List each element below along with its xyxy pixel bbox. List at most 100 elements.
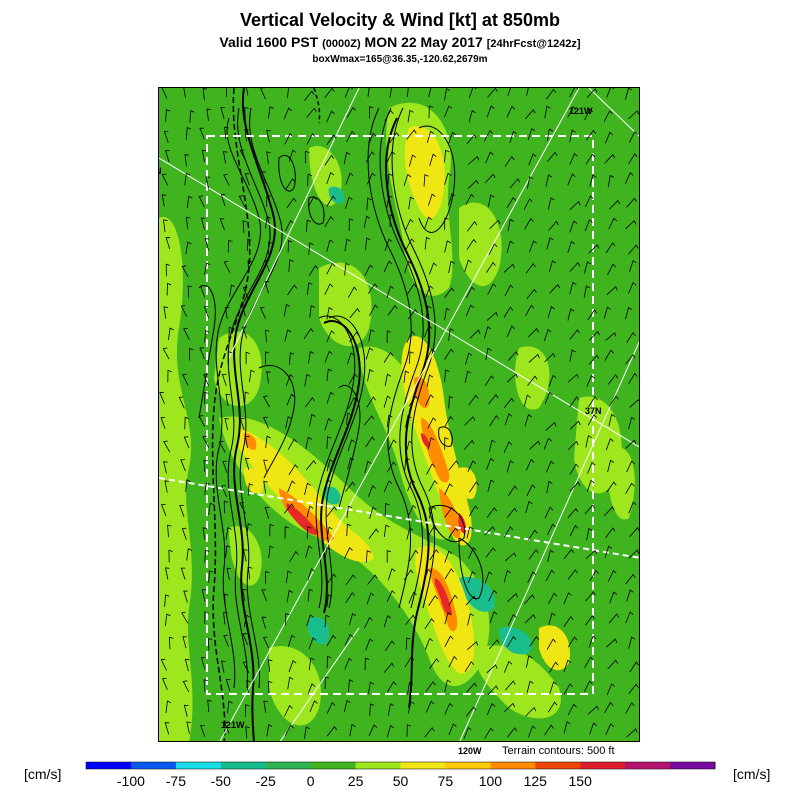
wind-barb (326, 330, 335, 343)
wind-barb (168, 636, 174, 650)
wind-barb (407, 479, 416, 492)
wind-barb (306, 219, 312, 233)
wind-barb (486, 311, 498, 321)
wind-barb (305, 545, 313, 558)
wind-barb (625, 439, 637, 449)
wind-barb (383, 395, 392, 408)
wind-barb (469, 329, 481, 339)
wind-barb (507, 351, 519, 361)
wind-barb (383, 260, 393, 273)
wind-barb (387, 703, 395, 716)
wind-barb (427, 526, 437, 538)
wind-barb (423, 568, 432, 582)
wind-barb (204, 238, 210, 251)
wind-barb (287, 676, 294, 690)
colorbar-tick-label: -25 (255, 773, 276, 789)
wind-barb (326, 526, 333, 540)
wind-barb (563, 592, 572, 605)
wind-barb (386, 590, 396, 602)
wind-barb (607, 374, 619, 385)
wind-barb (265, 215, 271, 229)
wind-barb (266, 371, 271, 384)
wind-barb (625, 702, 635, 714)
wind-barb (365, 237, 371, 251)
wind-barb (488, 243, 498, 255)
wind-barb (227, 350, 233, 364)
wind-barb (626, 197, 637, 208)
colorbar-tick-label: 100 (478, 773, 503, 789)
wind-barb (609, 591, 618, 604)
lon-label-121w-bottom: 121W (221, 720, 245, 730)
wind-barb (303, 328, 314, 339)
wind-barb (367, 172, 376, 185)
wind-barb (484, 571, 493, 584)
wind-barb (186, 548, 193, 561)
wind-barb (324, 154, 335, 166)
wind-barb (365, 638, 374, 651)
wind-barb (369, 703, 375, 716)
wind-barb (306, 614, 314, 627)
wind-barb (444, 240, 451, 253)
wind-barb (167, 369, 172, 383)
wind-barb (163, 219, 168, 232)
wind-barb (444, 217, 449, 231)
wind-barb (424, 727, 435, 738)
wind-barb (625, 88, 633, 100)
wind-barb (268, 241, 273, 254)
wind-barb (389, 88, 396, 98)
wind-barb (384, 238, 393, 251)
wind-barb (549, 681, 558, 694)
wind-barb (628, 683, 639, 695)
wind-barb (467, 613, 474, 626)
colorbar-tick-label: 150 (568, 773, 592, 789)
wind-barb (544, 506, 554, 519)
wind-barb (506, 196, 517, 208)
wind-barb (605, 242, 616, 254)
wind-barb (424, 637, 433, 650)
wind-barb (547, 197, 555, 210)
wind-barb (387, 439, 397, 451)
wind-barb (181, 527, 187, 540)
wind-barb (588, 635, 597, 648)
wind-barb (248, 566, 253, 580)
wind-barb (545, 421, 557, 431)
wind-barb (304, 397, 315, 408)
wind-barb (504, 156, 515, 167)
wind-barb (628, 372, 638, 385)
wind-barb (467, 179, 479, 190)
wind-barb (628, 110, 639, 120)
wind-barb (344, 633, 354, 646)
wind-barb (222, 460, 228, 473)
wind-barb (304, 482, 311, 495)
wind-barb (468, 155, 480, 165)
wind-barb (426, 348, 435, 361)
wind-barb (244, 457, 250, 470)
wind-barb (179, 505, 185, 517)
wind-barb (200, 657, 206, 670)
wind-barb (164, 567, 170, 580)
wind-barb (308, 265, 319, 277)
wind-barb (569, 329, 580, 340)
wind-barb (607, 263, 616, 276)
wind-barb (528, 353, 540, 363)
wind-barb (604, 701, 614, 714)
wind-barb (244, 106, 249, 120)
wind-barb (349, 723, 356, 737)
wind-barb (464, 259, 472, 272)
wind-barb (486, 105, 495, 118)
wind-barb (628, 549, 639, 559)
colorbar-cell (175, 762, 222, 769)
wind-barb (586, 88, 598, 98)
wind-barb (528, 549, 539, 560)
wind-barb (199, 127, 205, 140)
wind-barb (465, 706, 477, 717)
colorbar-unit-left: [cm/s] (24, 766, 62, 782)
wind-barb (408, 395, 419, 407)
wind-barb (587, 309, 598, 321)
wind-barb (584, 615, 596, 626)
wind-barb (228, 326, 234, 340)
wind-barb (569, 88, 579, 98)
wind-barb (405, 614, 416, 625)
wind-barb (606, 88, 615, 98)
wind-barb (266, 194, 271, 207)
